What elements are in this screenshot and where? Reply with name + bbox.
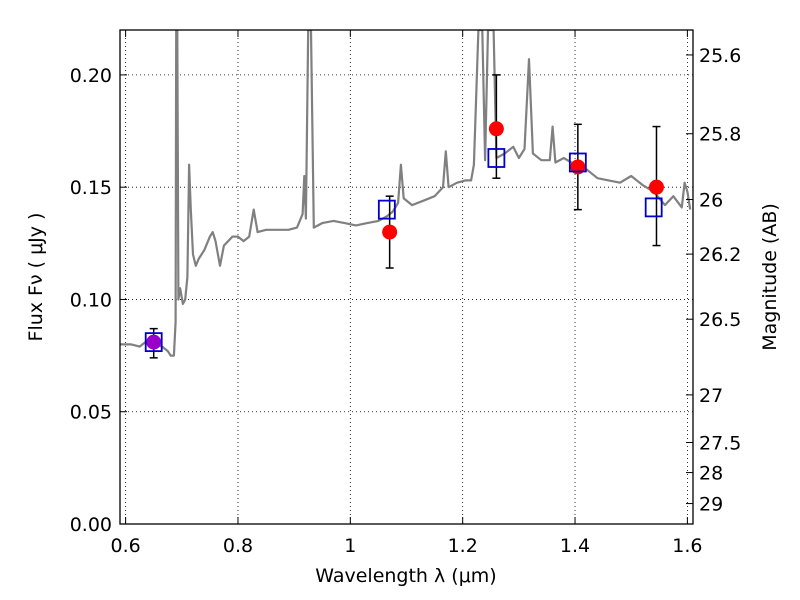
x-tick-label: 1 — [344, 535, 356, 557]
mag-tick-label: 27.5 — [699, 432, 741, 454]
mag-tick-label: 28 — [699, 463, 723, 485]
y-tick-label: 0.20 — [70, 65, 112, 87]
y-tick-label: 0.10 — [70, 289, 112, 311]
observed-point — [382, 224, 398, 240]
y-tick-label: 0.15 — [70, 177, 112, 199]
model-square — [487, 148, 506, 168]
observed-point — [488, 121, 504, 137]
y-axis-title: Flux Fν ( μJy ) — [25, 213, 47, 342]
data-layer — [120, 30, 692, 357]
observed-point — [648, 179, 664, 195]
model-square — [377, 199, 396, 220]
y-axis-right-title: Magnitude (AB) — [759, 203, 781, 351]
x-tick-label: 1.6 — [672, 535, 702, 557]
mag-tick-label: 25.6 — [699, 45, 741, 67]
mag-tick-label: 25.8 — [699, 124, 741, 146]
grid-lines — [120, 30, 693, 524]
model-square — [144, 332, 163, 353]
model-square — [568, 152, 587, 173]
spectrum-line — [120, 30, 692, 357]
x-tick-label: 1.4 — [560, 535, 590, 557]
y-tick-label: 0.00 — [70, 514, 112, 536]
x-tick-label: 0.8 — [223, 535, 253, 557]
x-tick-label: 1.2 — [448, 535, 478, 557]
x-tick-label: 0.6 — [111, 535, 141, 557]
mag-tick-label: 29 — [699, 494, 723, 516]
marker-layer — [144, 74, 664, 359]
axes: 0.6 0.8 1 1.2 1.4 1.6 0.00 0.05 0.10 0.15 0.20 25.6… — [70, 30, 741, 557]
mag-tick-label: 26.5 — [699, 309, 741, 331]
mag-tick-label: 27 — [699, 385, 723, 407]
plot-frame — [119, 29, 694, 525]
observed-point — [146, 334, 162, 350]
y-tick-label: 0.05 — [70, 402, 112, 424]
x-axis-title: Wavelength λ (μm) — [315, 565, 496, 587]
mag-tick-label: 26 — [699, 190, 723, 212]
mag-tick-label: 26.2 — [699, 244, 741, 266]
model-square — [644, 197, 663, 218]
